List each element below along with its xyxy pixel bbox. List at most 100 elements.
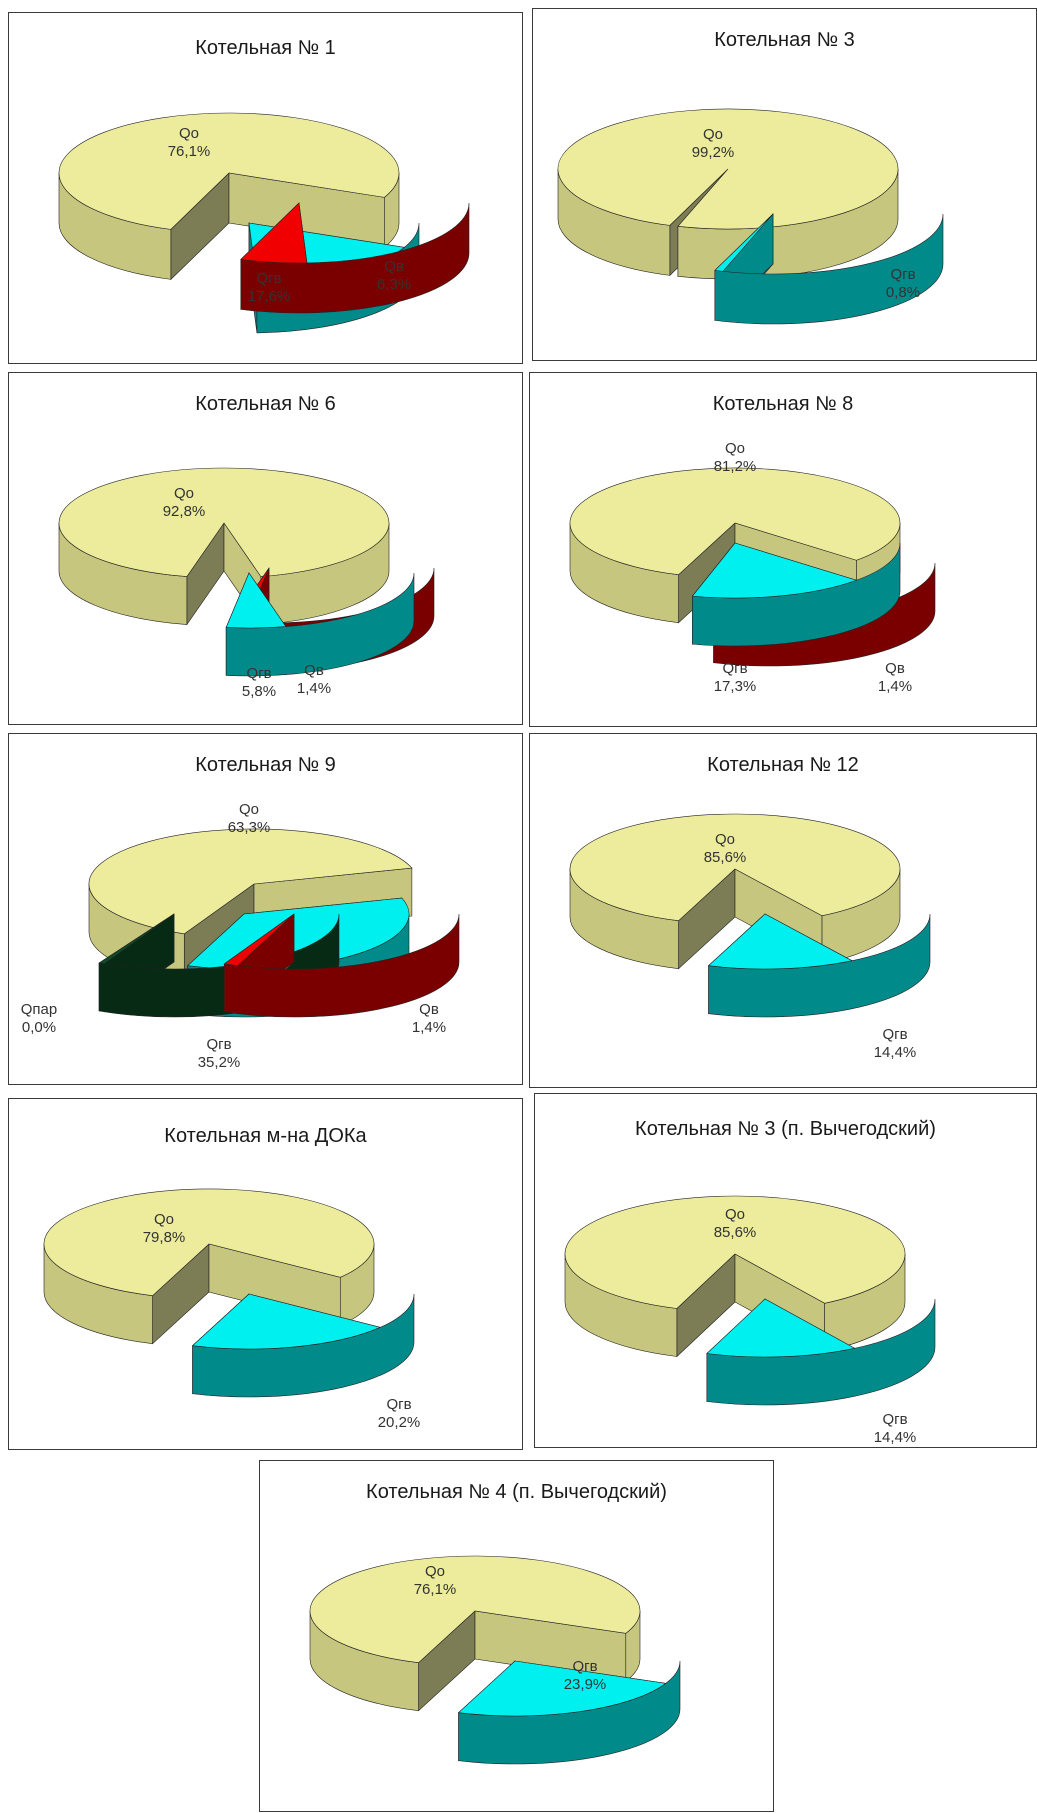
slice-top [240, 202, 308, 264]
slice-label: Qгв [572, 1658, 597, 1675]
slice-qgv [225, 572, 415, 677]
slice-qgv [457, 1660, 681, 1765]
chart-title: Котельная м-на ДОКа [164, 1125, 367, 1147]
slice-label: Qгв [890, 266, 915, 283]
slice-qgv [707, 913, 931, 1018]
slice-top [714, 213, 774, 272]
slice-label: Qгв [882, 1411, 907, 1428]
chart-panel-2: Котельная № 3 Qо 99,2% Qгв 0,8% [532, 8, 1037, 361]
slice-label: Qгв [722, 660, 747, 677]
slice-label: Qо [715, 831, 735, 848]
slice-qo [43, 1188, 375, 1345]
chart-panel-6: Котельная № 12 Qо 85,6% Qгв 14,4% [529, 733, 1037, 1088]
slice-label: Qв [304, 662, 324, 679]
chart-panel-3: Котельная № 6 Qо 92,8% Qгв 5,8% Qв 1,4% [8, 372, 523, 725]
slice-side [692, 542, 901, 647]
slice-percent: 76,1% [414, 1581, 457, 1598]
chart-title: Котельная № 8 [712, 393, 854, 415]
slice-side [714, 213, 944, 325]
slice-qgv [706, 1298, 936, 1406]
slice-percent: 99,2% [692, 144, 735, 161]
slice-top [58, 467, 390, 577]
slice-label: Qо [425, 1563, 445, 1580]
slice-side [708, 913, 931, 1018]
slice-percent: 14,4% [874, 1429, 917, 1446]
slice-percent: 85,6% [714, 1224, 757, 1241]
slice-percent: 35,2% [198, 1054, 241, 1071]
slice-label: Qгв [256, 270, 281, 287]
slice-top [98, 913, 175, 965]
slice-qv [223, 913, 460, 1018]
slice-percent: 1,4% [297, 680, 331, 697]
chart-panel-4: Котельная № 8 Qо 81,2% Qгв 17,3% Qв 1,4% [529, 372, 1037, 727]
slice-top [88, 828, 413, 935]
slice-label: Qв [419, 1001, 439, 1018]
slice-qo [569, 813, 901, 970]
chart-title: Котельная № 12 [707, 754, 859, 776]
slice-top [706, 1298, 856, 1358]
slice-label: Qо [154, 1211, 174, 1228]
slice-label: Qо [174, 485, 194, 502]
slice-percent: 14,4% [874, 1044, 917, 1061]
slice-top [569, 813, 901, 921]
slice-percent: 23,9% [564, 1676, 607, 1693]
slice-label: Qпар [21, 1001, 57, 1018]
slice-percent: 5,8% [242, 683, 276, 700]
chart-title: Котельная № 1 [195, 37, 336, 59]
slice-qgv [191, 1293, 415, 1398]
slice-label: Qв [885, 660, 905, 677]
slice-side [225, 572, 415, 677]
slice-qo [557, 108, 899, 280]
slice-label: Qгв [386, 1396, 411, 1413]
slice-qv [240, 202, 470, 314]
slice-label: Qгв [206, 1036, 231, 1053]
slice-qgv [691, 542, 901, 647]
slice-side [240, 202, 470, 314]
slice-top [223, 913, 295, 967]
slice-label: Qгв [246, 665, 271, 682]
chart-title: Котельная № 9 [195, 754, 336, 776]
slice-top [43, 1188, 375, 1296]
slice-side [223, 913, 460, 1018]
slice-side [706, 1298, 936, 1406]
slice-top [569, 467, 901, 575]
slice-percent: 1,4% [412, 1019, 446, 1036]
slice-top [691, 542, 858, 599]
slice-percent: 0,0% [22, 1019, 56, 1036]
slice-qgv [714, 213, 944, 325]
slice-label: Qо [725, 1206, 745, 1223]
slice-label: Qо [703, 126, 723, 143]
chart-title: Котельная № 3 [714, 29, 855, 51]
slice-percent: 1,4% [878, 678, 912, 695]
slice-top [457, 1660, 667, 1717]
slice-percent: 76,1% [168, 143, 211, 160]
slice-top [191, 1293, 382, 1350]
chart-panel-9: Котельная № 4 (п. Вычегодский) Qо 76,1% Qг… [259, 1460, 774, 1812]
slice-percent: 81,2% [714, 458, 757, 475]
slice-side [192, 1293, 415, 1398]
slice-qo [564, 1195, 906, 1358]
slice-label: Qгв [882, 1026, 907, 1043]
chart-panel-1: Котельная № 1 Qо 76,1% Qгв 17,6% Qв 6,3% [8, 12, 523, 364]
slice-label: Qо [239, 801, 259, 818]
slice-top [225, 572, 287, 629]
slice-percent: 0,8% [886, 284, 920, 301]
slice-top [707, 913, 853, 970]
slice-qo [58, 467, 390, 626]
slice-top [557, 108, 899, 230]
slice-label: Qо [725, 440, 745, 457]
slice-percent: 17,6% [248, 288, 291, 305]
chart-title: Котельная № 6 [195, 393, 336, 415]
slice-percent: 79,8% [143, 1229, 186, 1246]
slice-percent: 17,3% [714, 678, 757, 695]
slice-percent: 63,3% [228, 819, 271, 836]
slice-top [309, 1555, 641, 1663]
slice-percent: 85,6% [704, 849, 747, 866]
